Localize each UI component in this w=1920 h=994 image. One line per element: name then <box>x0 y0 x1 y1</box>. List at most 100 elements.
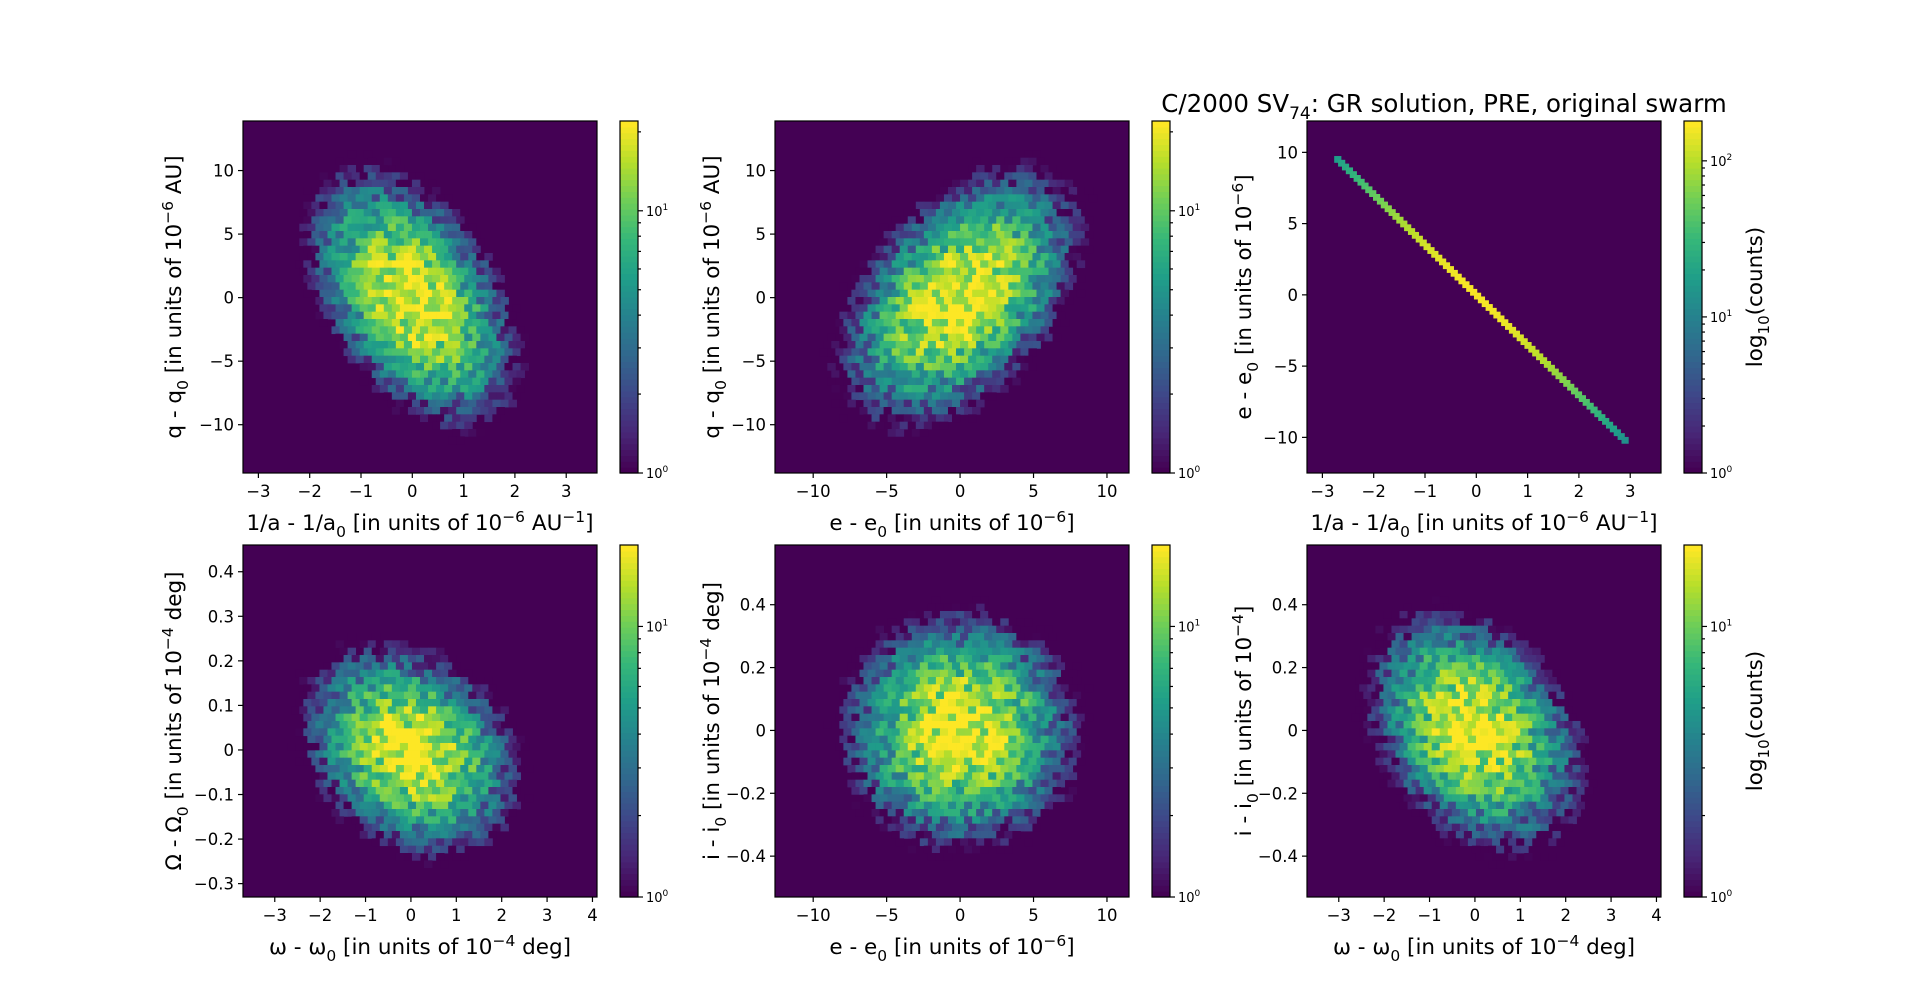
hex-cell <box>391 201 401 210</box>
hex-cell <box>907 245 917 254</box>
hex-cell <box>1008 370 1017 379</box>
hex-cell <box>887 779 897 788</box>
hex-cell <box>1594 410 1602 418</box>
hex-cell <box>512 304 521 313</box>
hex-cell <box>968 238 977 247</box>
hex-cell <box>1000 165 1009 173</box>
hex-cell <box>1375 684 1384 693</box>
hex-cell <box>1004 172 1013 181</box>
hex-cell <box>403 853 413 861</box>
hex-cell <box>424 757 433 766</box>
hex-cell <box>379 370 389 379</box>
hex-cell <box>1008 179 1017 188</box>
hex-cell <box>1540 735 1549 744</box>
hex-cell <box>883 407 893 415</box>
hex-cell <box>947 348 957 357</box>
hex-cell <box>1000 267 1009 276</box>
hex-cell <box>855 691 864 700</box>
hex-cell <box>303 275 312 283</box>
hex-cell <box>1504 640 1513 649</box>
colorbar-segment <box>620 150 638 157</box>
hex-cell <box>964 289 973 298</box>
colorbar-segment <box>1152 396 1170 404</box>
hex-cell <box>1044 333 1053 342</box>
hex-cell <box>1415 743 1425 751</box>
colorbar-segment <box>1684 408 1702 415</box>
hex-cell <box>1016 223 1025 232</box>
hex-cell <box>839 414 848 423</box>
hex-cell <box>484 282 493 291</box>
hex-cell <box>919 341 929 349</box>
hex-cell <box>1391 655 1400 663</box>
hex-cell <box>883 231 893 239</box>
hex-cell <box>907 757 917 766</box>
hex-cell <box>1383 728 1392 737</box>
hex-cell <box>939 640 949 649</box>
hex-cell <box>1361 182 1369 190</box>
hex-cell <box>1040 209 1049 217</box>
hex-cell <box>915 669 925 678</box>
hex-cell <box>972 245 981 254</box>
hex-cell <box>456 699 465 707</box>
hex-cell <box>1395 691 1404 700</box>
colorbar-segment <box>620 603 638 611</box>
hex-cell <box>1024 341 1033 349</box>
hex-cell <box>339 677 348 685</box>
hex-cell <box>1500 823 1509 832</box>
colorbar-segment <box>1684 314 1702 322</box>
colorbar-segment <box>1684 132 1702 140</box>
hex-cell <box>976 603 985 612</box>
hex-cell <box>1564 735 1573 744</box>
hex-cell <box>391 348 401 357</box>
hex-cell <box>964 655 973 663</box>
hex-cell <box>931 831 941 839</box>
hex-cell <box>1516 779 1525 788</box>
hex-cell <box>1375 669 1384 678</box>
hex-cell <box>1020 201 1029 210</box>
hex-cell <box>339 794 348 803</box>
colorbar-segment <box>1684 156 1702 163</box>
hex-cell <box>939 201 949 210</box>
hex-cell <box>903 750 913 759</box>
hex-cell <box>915 831 925 839</box>
hex-cell <box>371 735 381 744</box>
hex-cell <box>1540 823 1549 832</box>
hex-cell <box>432 845 441 854</box>
hex-cell <box>919 385 929 393</box>
colorbar-segment <box>1152 273 1170 280</box>
hex-cell <box>1036 289 1045 298</box>
hex-cell <box>391 801 401 810</box>
hex-cell <box>968 326 977 335</box>
colorbar-segment <box>620 855 638 863</box>
hex-cell <box>415 260 425 269</box>
hex-cell <box>1399 743 1408 751</box>
hex-cell <box>383 157 393 166</box>
hex-cell <box>1072 209 1082 217</box>
hex-cell <box>1520 684 1529 693</box>
hex-cell <box>440 377 449 386</box>
hex-cell <box>375 743 385 751</box>
hex-cell <box>1068 201 1078 210</box>
hex-cell <box>867 669 876 678</box>
hex-cell <box>1602 417 1610 425</box>
hex-cell <box>464 333 473 342</box>
hex-cell <box>935 853 945 861</box>
hex-cell <box>1504 743 1513 751</box>
hex-cell <box>1496 772 1505 781</box>
hex-cell <box>1455 816 1465 825</box>
hex-cell <box>484 838 493 847</box>
hex-cell <box>935 691 945 700</box>
hex-cell <box>1548 677 1557 685</box>
hex-cell <box>863 385 872 393</box>
hex-cell <box>952 647 961 656</box>
hex-cell <box>323 238 332 247</box>
hex-cell <box>391 713 401 722</box>
colorbar-segment <box>1152 385 1170 392</box>
hex-cell <box>379 838 389 847</box>
hex-cell <box>395 326 405 335</box>
hex-cell <box>964 757 973 766</box>
hex-cell <box>468 326 477 335</box>
hex-cell <box>456 845 465 854</box>
hex-cell <box>387 677 397 685</box>
hex-cell <box>1485 304 1493 311</box>
